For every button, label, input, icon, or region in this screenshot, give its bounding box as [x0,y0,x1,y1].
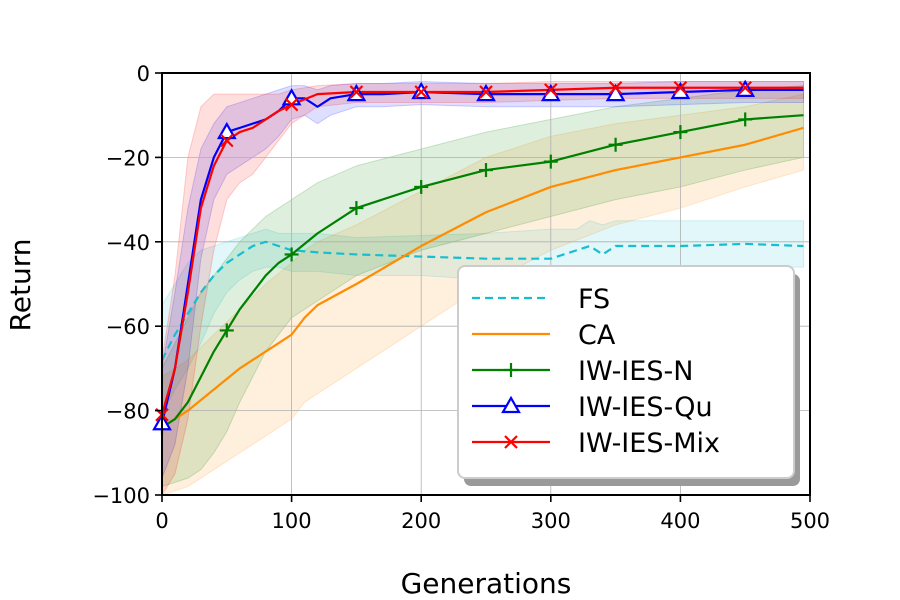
legend: FS CA IW-IES-N IW-IES-Qu IW-IES-Mix [457,265,800,486]
marker-3-1 [216,121,237,140]
x-tick-label-3: 300 [531,509,571,533]
legend-marker-3 [501,395,521,414]
legend-label-3: IW-IES-Qu [578,392,713,423]
y-tick-label-0: 0 [137,62,150,86]
series-line-2 [161,114,804,429]
band-0 [161,220,805,416]
marker-2-5 [479,163,493,178]
marker-4-7 [608,80,623,95]
band-3 [161,80,805,479]
legend-label-0: FS [578,284,610,315]
y-tick-label-1: −20 [106,146,150,170]
y-tick-label-5: −100 [92,484,150,508]
x-tick-label-5: 500 [790,509,830,533]
y-tick-label-3: −60 [106,315,150,339]
legend-entry-4: IW-IES-Mix [472,428,720,459]
marker-2-6 [543,154,558,169]
marker-2-8 [673,125,688,140]
legend-entry-0: FS [472,284,610,315]
marker-4-5 [479,85,493,99]
band-4 [161,80,805,497]
y-tick-label-2: −40 [106,231,150,255]
series-line-4 [160,86,804,416]
legend-label-4: IW-IES-Mix [578,428,720,459]
marker-2-2 [284,247,299,262]
marker-2-3 [349,201,364,216]
confidence-bands [161,80,805,497]
y-axis-ticks: 0 −20 −40 −60 −80 −100 [92,62,162,508]
legend-label-2: IW-IES-N [578,356,693,387]
legend-entry-1: CA [472,320,616,351]
plot-frame [161,72,811,496]
marker-4-8 [673,80,688,95]
marker-4-1 [220,133,234,148]
legend-label-1: CA [578,320,616,351]
legend-box [457,265,795,479]
marker-2-1 [219,323,234,338]
y-tick-label-4: −80 [106,400,150,424]
band-1 [161,93,805,496]
series-line-1 [161,126,804,429]
legend-entry-2: IW-IES-N [472,356,693,387]
legend-marker-4 [504,435,518,449]
marker-4-2 [284,97,299,112]
series-markers [152,79,756,435]
x-axis-ticks: 0 100 200 300 400 500 [155,495,830,533]
x-axis-title: Generations [401,567,572,600]
legend-marker-2 [504,363,518,377]
y-axis-title: Return [4,239,37,332]
marker-4-3 [349,85,364,99]
marker-2-4 [414,179,429,194]
x-tick-label-2: 200 [401,509,441,533]
legend-entry-3: IW-IES-Qu [472,392,713,423]
marker-2-9 [738,112,753,127]
x-tick-label-0: 0 [155,509,168,533]
marker-4-6 [544,83,558,97]
x-tick-label-4: 400 [660,509,700,533]
marker-4-9 [738,80,752,95]
series-lines [160,86,804,429]
marker-2-7 [608,137,623,152]
series-line-0 [161,240,804,361]
marker-4-4 [414,85,428,99]
x-tick-label-1: 100 [272,509,312,533]
